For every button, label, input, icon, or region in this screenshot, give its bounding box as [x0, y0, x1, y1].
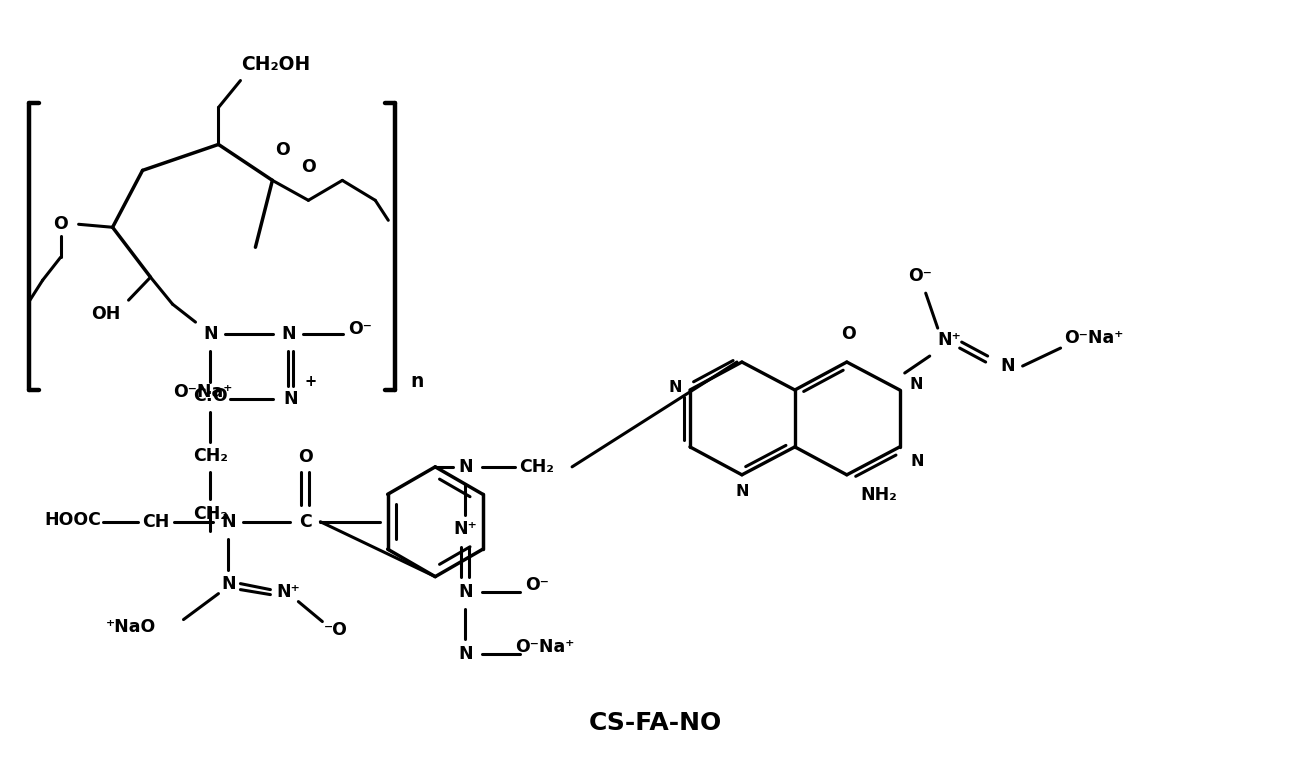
- Text: O: O: [275, 142, 289, 159]
- Text: CH₂: CH₂: [192, 447, 228, 465]
- Text: CH₂OH: CH₂OH: [241, 55, 310, 74]
- Text: N: N: [736, 485, 749, 499]
- Text: N⁺: N⁺: [453, 520, 476, 538]
- Text: C: C: [298, 513, 312, 531]
- Text: N: N: [668, 380, 682, 395]
- Text: O⁻Na⁺: O⁻Na⁺: [1064, 329, 1123, 347]
- Text: NH₂: NH₂: [860, 486, 897, 504]
- Text: n: n: [411, 373, 424, 392]
- Text: O: O: [301, 158, 315, 176]
- Text: +: +: [304, 374, 317, 389]
- Text: N: N: [458, 645, 473, 662]
- Text: O⁻: O⁻: [348, 320, 372, 338]
- Text: N: N: [1000, 357, 1014, 375]
- Text: O⁻: O⁻: [907, 267, 932, 285]
- Text: N: N: [283, 390, 297, 408]
- Text: C:O: C:O: [194, 387, 228, 405]
- Text: CH: CH: [141, 513, 169, 531]
- Text: N: N: [458, 458, 473, 475]
- Text: N: N: [911, 454, 924, 469]
- Text: O: O: [54, 216, 68, 233]
- Text: CH₂: CH₂: [520, 458, 555, 475]
- Text: N: N: [910, 377, 923, 392]
- Text: O: O: [842, 325, 856, 343]
- Text: N⁺: N⁺: [937, 331, 962, 349]
- Text: N: N: [203, 325, 217, 343]
- Text: O: O: [298, 448, 313, 466]
- Text: OH: OH: [90, 305, 120, 323]
- Text: ⁻O: ⁻O: [323, 620, 347, 639]
- Text: N: N: [281, 325, 296, 343]
- Text: N: N: [221, 513, 236, 531]
- Text: O⁻Na⁺: O⁻Na⁺: [173, 383, 232, 401]
- Text: CS-FA-NO: CS-FA-NO: [588, 712, 721, 735]
- Text: O⁻: O⁻: [525, 575, 548, 594]
- Text: O⁻Na⁺: O⁻Na⁺: [516, 638, 575, 655]
- Text: ⁺NaO: ⁺NaO: [106, 617, 157, 636]
- Text: CH₂: CH₂: [192, 504, 228, 523]
- Text: HOOC: HOOC: [45, 511, 101, 529]
- Text: N: N: [458, 583, 473, 600]
- Text: N: N: [221, 575, 236, 593]
- Text: N⁺: N⁺: [276, 583, 300, 600]
